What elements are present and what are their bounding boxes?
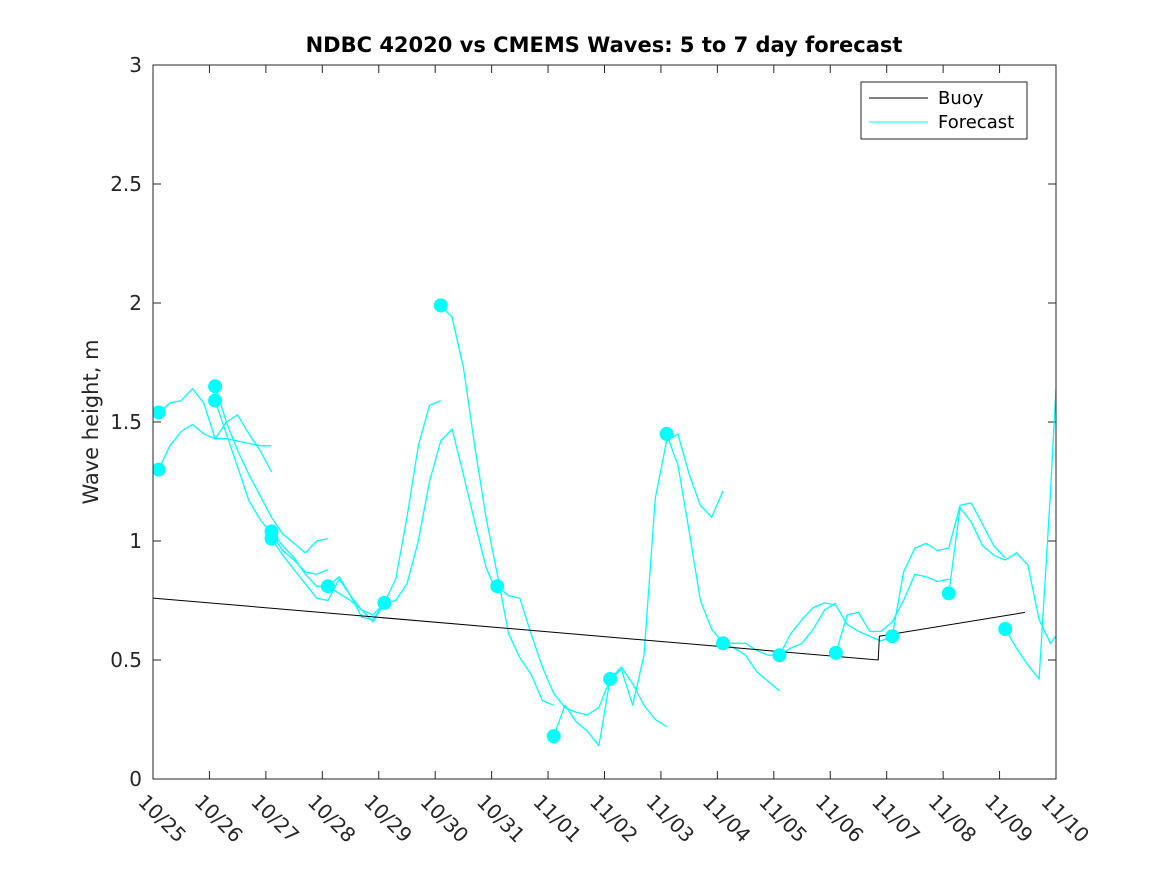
- buoy-series: [153, 597, 1026, 661]
- forecast-marker: [772, 648, 787, 663]
- forecast-line: [496, 585, 611, 716]
- forecast-line: [384, 428, 498, 604]
- legend-forecast-label: Forecast: [938, 112, 1014, 133]
- forecast-line: [835, 573, 949, 654]
- legend-box: [860, 81, 1028, 140]
- forecast-series: [158, 304, 1056, 747]
- y-tick-label: 1.5: [110, 410, 142, 434]
- forecast-line: [609, 433, 724, 706]
- forecast-marker: [208, 393, 223, 408]
- y-tick-label: 3: [129, 53, 142, 77]
- forecast-marker: [941, 586, 956, 601]
- forecast-marker: [603, 672, 618, 687]
- forecast-markers: [153, 298, 1013, 744]
- forecast-marker: [546, 729, 561, 744]
- forecast-line: [270, 538, 385, 621]
- forecast-marker: [433, 298, 448, 313]
- forecast-marker: [320, 579, 335, 594]
- forecast-line: [891, 502, 1006, 637]
- forecast-marker: [208, 379, 223, 394]
- forecast-line: [1004, 388, 1056, 680]
- forecast-marker: [885, 629, 900, 644]
- y-axis-label: Wave height, m: [79, 339, 103, 504]
- forecast-marker: [490, 579, 505, 594]
- buoy-line: [153, 597, 1026, 661]
- forecast-marker: [153, 405, 166, 420]
- legend-buoy-label: Buoy: [938, 88, 984, 109]
- forecast-marker: [264, 531, 279, 546]
- plot-area: [153, 65, 1056, 779]
- y-axis: 0 0.5 1 1.5 2 2.5 3: [110, 53, 1056, 791]
- forecast-marker: [153, 462, 166, 477]
- y-tick-label: 2.5: [110, 172, 142, 196]
- chart-title: NDBC 42020 vs CMEMS Waves: 5 to 7 day fo…: [306, 33, 903, 57]
- y-tick-label: 0: [129, 767, 142, 791]
- y-tick-label: 0.5: [110, 648, 142, 672]
- forecast-marker: [377, 595, 392, 610]
- forecast-marker: [716, 636, 731, 651]
- forecast-line: [778, 602, 893, 656]
- legend: Buoy Forecast: [860, 81, 1028, 140]
- forecast-marker: [998, 622, 1013, 637]
- y-tick-label: 2: [129, 291, 142, 315]
- plot-frame: [152, 64, 1057, 780]
- forecast-marker: [828, 645, 843, 660]
- forecast-line: [158, 423, 272, 470]
- forecast-line: [214, 386, 329, 554]
- y-tick-label: 1: [129, 529, 142, 553]
- forecast-line: [440, 304, 554, 706]
- forecast-marker: [659, 426, 674, 441]
